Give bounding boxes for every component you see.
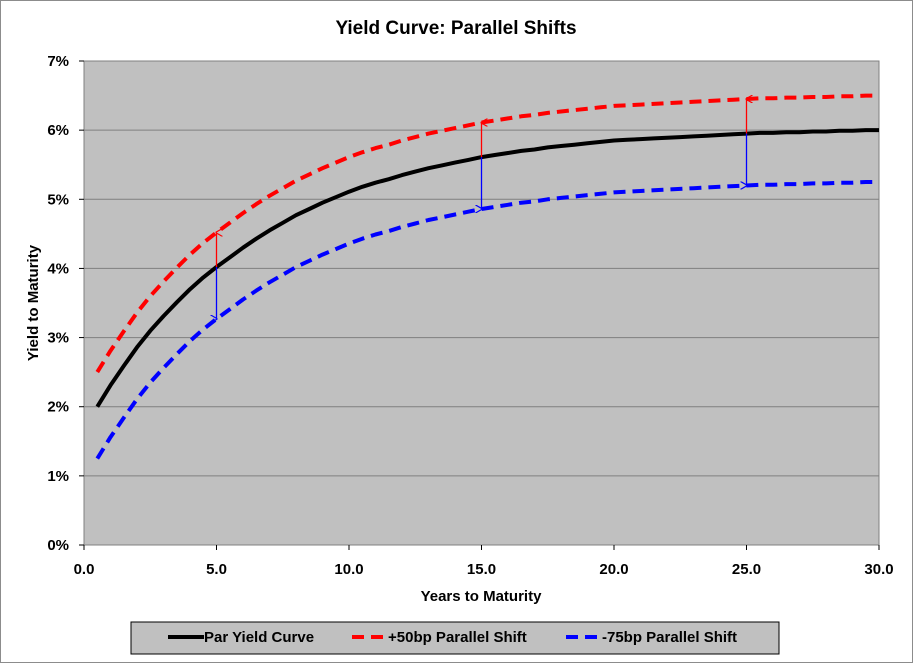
y-tick-label: 2% [47, 399, 69, 416]
y-tick-label: 0% [47, 537, 69, 554]
x-tick-label: 15.0 [467, 561, 496, 578]
x-tick-label: 0.0 [74, 561, 95, 578]
y-tick-label: 3% [47, 330, 69, 347]
series-line-2 [95, 180, 879, 460]
legend [130, 621, 780, 655]
x-axis-title: Years to Maturity [421, 588, 543, 605]
legend-label-1: +50bp Parallel Shift [388, 629, 527, 646]
x-tick-label: 20.0 [599, 561, 628, 578]
shift-arrows [217, 99, 747, 319]
series-line-0 [95, 128, 879, 408]
y-tick-label: 6% [47, 122, 69, 139]
y-tick-label: 7% [47, 53, 69, 70]
legend-label-2: -75bp Parallel Shift [602, 629, 737, 646]
x-tick-label: 5.0 [206, 561, 227, 578]
legend-items: Par Yield Curve +50bp Parallel Shift -75bp… [168, 629, 737, 646]
y-axis-title: Yield to Maturity [25, 244, 42, 361]
chart-title: Yield Curve: Parallel Shifts [335, 18, 576, 39]
legend-label-0: Par Yield Curve [204, 629, 314, 646]
x-tick-label: 25.0 [732, 561, 761, 578]
y-axis-ticks: 0% 1% 2% 3% 4% 5% 6% 7% [47, 53, 84, 554]
y-tick-label: 4% [47, 260, 69, 277]
x-axis-ticks: 0.0 5.0 10.0 15.0 20.0 25.0 30.0 [74, 545, 894, 578]
y-tick-label: 1% [47, 468, 69, 485]
y-tick-label: 5% [47, 191, 69, 208]
x-tick-label: 10.0 [334, 561, 363, 578]
x-tick-label: 30.0 [864, 561, 893, 578]
